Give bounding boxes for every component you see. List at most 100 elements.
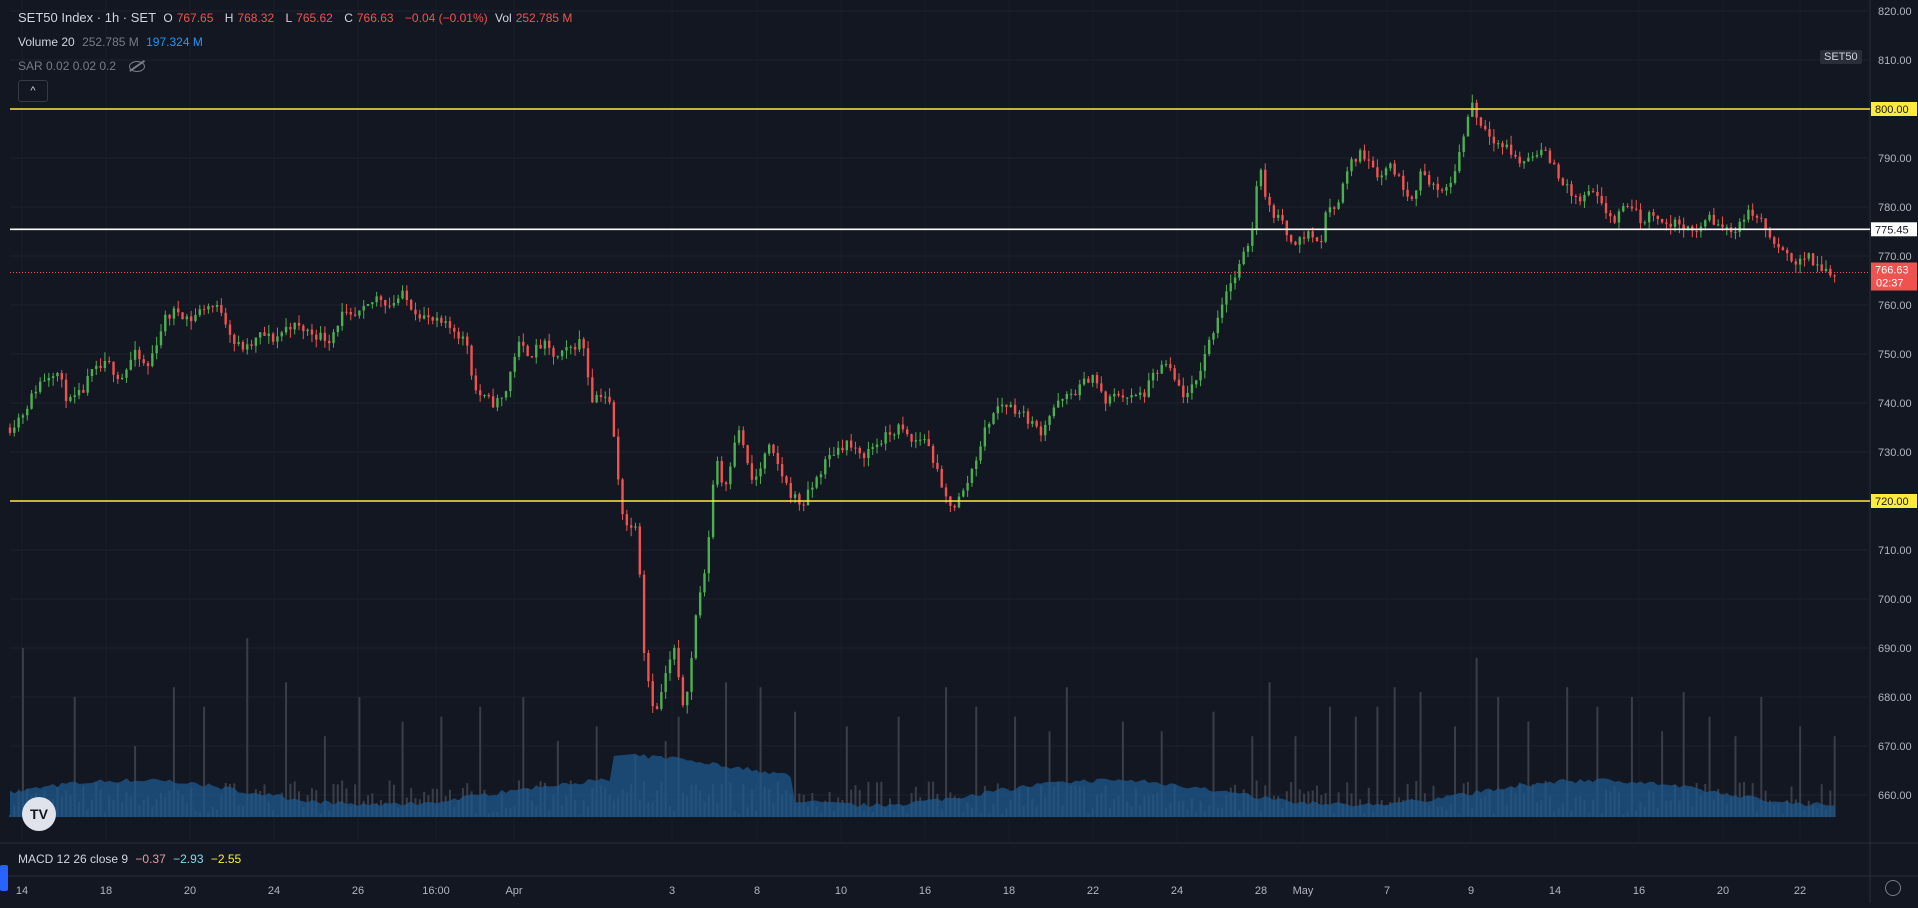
- volume-ma-value: 197.324 M: [146, 35, 203, 49]
- candle-body: [1436, 183, 1439, 190]
- candle-body: [729, 466, 732, 485]
- candle-body: [30, 393, 33, 409]
- sar-indicator-legend[interactable]: SAR 0.02 0.02 0.2: [18, 59, 149, 73]
- candle-body: [1475, 102, 1478, 118]
- candle-body: [819, 474, 823, 478]
- candle-body: [95, 365, 98, 370]
- candle-body: [444, 321, 447, 323]
- candle-body: [276, 336, 279, 342]
- y-tick-label: 700.00: [1878, 594, 1912, 606]
- candle-body: [629, 525, 633, 528]
- candle-body: [1104, 391, 1107, 404]
- collapse-legend-button[interactable]: ^: [18, 80, 48, 102]
- candle-body: [1384, 168, 1388, 176]
- macd-indicator-legend[interactable]: MACD 12 26 close 9 −0.37 −2.93 −2.55: [18, 852, 245, 866]
- candle-body: [720, 461, 723, 483]
- candle-body: [742, 430, 745, 446]
- candle-body: [1561, 178, 1565, 186]
- left-pane-handle[interactable]: [0, 865, 8, 891]
- volume-bar: [1799, 726, 1802, 818]
- candle-body: [323, 332, 327, 341]
- candle-body: [1432, 183, 1435, 185]
- candle-body: [772, 444, 775, 453]
- candle-body: [862, 453, 866, 459]
- candle-body: [660, 692, 663, 709]
- candle-body: [1082, 378, 1086, 385]
- candle-body: [957, 496, 961, 508]
- candle-body: [427, 315, 430, 318]
- candle-body: [1505, 144, 1509, 148]
- candle-body: [504, 391, 508, 398]
- volume-indicator-legend[interactable]: Volume 20 252.785 M 197.324 M: [18, 35, 207, 49]
- candle-body: [258, 332, 262, 338]
- candle-body: [414, 309, 417, 315]
- candle-body: [1785, 249, 1789, 254]
- eye-hidden-icon[interactable]: [129, 61, 146, 73]
- candle-body: [1583, 194, 1586, 202]
- candle-body: [776, 452, 780, 465]
- candle-body: [759, 468, 762, 477]
- volume-bar: [21, 648, 24, 818]
- candle-body: [1484, 125, 1487, 130]
- candle-body: [1652, 212, 1655, 216]
- candle-body: [366, 304, 370, 306]
- candle-body: [1682, 224, 1685, 230]
- tradingview-logo-icon[interactable]: TV: [22, 797, 56, 831]
- candle-body: [69, 396, 72, 401]
- x-tick-label: 3: [669, 885, 675, 897]
- candle-body: [1376, 167, 1379, 178]
- candle-body: [1195, 380, 1198, 385]
- candle-body: [716, 461, 719, 485]
- candle-body: [910, 434, 913, 442]
- candle-body: [1186, 392, 1189, 398]
- candle-body: [60, 372, 63, 380]
- candle-body: [1281, 214, 1284, 221]
- candle-body: [681, 677, 685, 706]
- candle-body: [1811, 253, 1815, 266]
- candle-body: [1065, 393, 1069, 400]
- volume-bar: [1419, 692, 1422, 818]
- volume-bar: [345, 788, 348, 818]
- y-tick-label: 790.00: [1878, 153, 1912, 165]
- volume-bar: [1307, 791, 1310, 818]
- candle-body: [1716, 224, 1720, 226]
- candle-body: [880, 443, 883, 445]
- candle-body: [586, 348, 590, 378]
- candle-body: [539, 344, 542, 349]
- candle-body: [306, 329, 309, 332]
- symbol-title: SET50 Index · 1h · SET: [18, 10, 157, 25]
- candle-body: [21, 415, 25, 418]
- candle-body: [944, 487, 948, 497]
- candle-body: [8, 427, 12, 433]
- candle-body: [194, 314, 197, 321]
- ohlc-open: O 767.65: [163, 11, 214, 25]
- candle-body: [198, 309, 201, 315]
- candle-body: [1673, 219, 1677, 227]
- candle-body: [1134, 394, 1138, 396]
- candle-body: [271, 333, 275, 342]
- candle-body: [1074, 393, 1077, 396]
- candle-body: [1548, 150, 1552, 163]
- x-tick-label: 16: [1633, 885, 1645, 897]
- candle-body: [1117, 393, 1120, 396]
- volume-bar: [1290, 781, 1293, 818]
- volume-bar: [1160, 731, 1163, 818]
- candle-body: [931, 446, 935, 463]
- candle-body: [1354, 159, 1358, 162]
- candle-body: [1781, 247, 1785, 250]
- x-tick-label: 18: [1003, 885, 1015, 897]
- candle-body: [267, 333, 271, 336]
- candle-body: [1212, 333, 1215, 340]
- candle-body: [1156, 372, 1159, 374]
- ohlc-high: H 768.32: [224, 11, 275, 25]
- candle-body: [263, 332, 266, 336]
- macd-indicator-label: MACD 12 26 close 9: [18, 852, 129, 866]
- candle-body: [604, 396, 607, 398]
- candle-body: [1203, 354, 1207, 371]
- horizontal-line-label: 775.45: [1875, 224, 1909, 236]
- y-tick-label: 750.00: [1878, 349, 1912, 361]
- settings-gear-icon[interactable]: [1885, 880, 1901, 896]
- horizontal-line-label: 800.00: [1875, 104, 1909, 116]
